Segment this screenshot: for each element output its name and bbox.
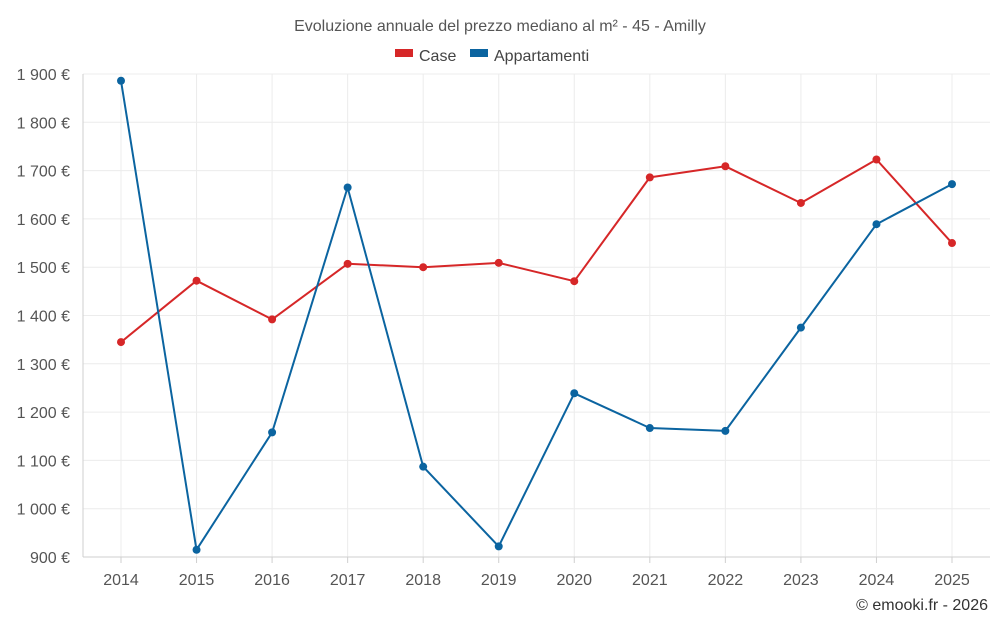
data-point-appartamenti[interactable] — [494, 542, 503, 551]
series-appartamenti — [117, 76, 956, 554]
data-point-case[interactable] — [494, 258, 503, 267]
data-point-appartamenti[interactable] — [872, 220, 881, 229]
y-tick-label: 1 500 € — [17, 260, 70, 277]
data-point-case[interactable] — [117, 338, 125, 347]
legend-label-appartamenti: Appartamenti — [494, 48, 589, 65]
chart-title: Evoluzione annuale del prezzo mediano al… — [294, 18, 706, 35]
y-tick-label: 1 900 € — [17, 67, 70, 84]
y-tick-label: 1 100 € — [17, 453, 70, 470]
x-tick-label: 2015 — [179, 572, 215, 589]
x-tick-label: 2017 — [330, 572, 366, 589]
series-line-case — [120, 158, 953, 343]
data-point-appartamenti[interactable] — [721, 426, 730, 435]
legend: Case Appartamenti — [395, 48, 589, 65]
data-point-appartamenti[interactable] — [796, 323, 805, 332]
series-layer — [117, 76, 956, 554]
y-tick-label: 1 300 € — [17, 357, 70, 374]
y-tick-label: 1 800 € — [17, 115, 70, 132]
y-tick-label: 1 600 € — [17, 212, 70, 229]
y-tick-label: 1 200 € — [17, 405, 70, 422]
data-point-case[interactable] — [268, 315, 277, 324]
data-point-case[interactable] — [721, 162, 730, 171]
data-point-case[interactable] — [872, 155, 881, 164]
y-tick-label: 1 000 € — [17, 502, 70, 519]
data-point-appartamenti[interactable] — [192, 545, 201, 554]
data-point-appartamenti[interactable] — [268, 428, 277, 437]
data-point-appartamenti[interactable] — [570, 389, 579, 398]
series-case — [117, 155, 956, 347]
y-tick-label: 900 € — [30, 550, 70, 567]
data-point-case[interactable] — [419, 263, 428, 272]
data-point-case[interactable] — [796, 198, 805, 207]
data-point-appartamenti[interactable] — [343, 183, 352, 192]
x-tick-label: 2014 — [103, 572, 139, 589]
legend-item-appartamenti[interactable]: Appartamenti — [470, 48, 589, 65]
x-tick-label: 2025 — [934, 572, 970, 589]
data-point-appartamenti[interactable] — [645, 424, 654, 433]
legend-item-case[interactable]: Case — [395, 48, 456, 65]
data-point-case[interactable] — [645, 173, 654, 182]
x-tick-label: 2021 — [632, 572, 668, 589]
legend-swatch-appartamenti — [470, 49, 488, 57]
data-point-case[interactable] — [948, 239, 956, 248]
x-tick-label: 2023 — [783, 572, 819, 589]
data-point-case[interactable] — [192, 276, 201, 285]
x-tick-label: 2024 — [859, 572, 895, 589]
credit: © emooki.fr - 2026 — [856, 597, 988, 614]
data-point-appartamenti[interactable] — [117, 76, 125, 85]
data-point-case[interactable] — [343, 259, 352, 268]
data-point-appartamenti[interactable] — [419, 462, 428, 471]
y-tick-label: 1 700 € — [17, 164, 70, 181]
y-tick-label: 1 400 € — [17, 309, 70, 326]
x-tick-label: 2019 — [481, 572, 517, 589]
series-line-appartamenti — [120, 80, 953, 551]
y-axis: 900 € 1 000 € 1 100 € 1 200 € 1 300 € 1 400 €… — [17, 67, 84, 567]
grid — [83, 73, 990, 558]
x-tick-label: 2018 — [405, 572, 441, 589]
data-point-case[interactable] — [570, 277, 579, 286]
x-axis: 2014 2015 2016 2017 2018 2019 2020 2021 2022 2023… — [83, 556, 990, 589]
x-tick-label: 2016 — [254, 572, 290, 589]
legend-label-case: Case — [419, 48, 456, 65]
legend-swatch-case — [395, 49, 413, 57]
x-tick-label: 2022 — [708, 572, 744, 589]
x-tick-label: 2020 — [556, 572, 592, 589]
data-point-appartamenti[interactable] — [948, 180, 956, 189]
